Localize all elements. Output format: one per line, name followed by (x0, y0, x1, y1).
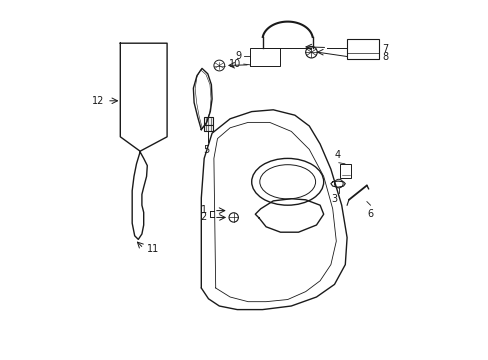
Text: 3: 3 (331, 194, 337, 204)
Text: 10: 10 (229, 59, 241, 69)
Text: 12: 12 (92, 96, 104, 106)
Text: 5: 5 (203, 145, 209, 155)
Text: 9: 9 (235, 51, 241, 61)
Text: 7: 7 (381, 44, 387, 54)
Text: 8: 8 (381, 52, 387, 62)
Text: 1: 1 (200, 205, 206, 215)
Text: 4: 4 (334, 150, 341, 160)
Text: 6: 6 (366, 209, 373, 219)
Text: 2: 2 (200, 212, 206, 222)
Bar (339, 164, 350, 178)
Text: 11: 11 (146, 244, 159, 254)
Bar (346, 39, 378, 59)
Bar (249, 48, 280, 66)
Bar (204, 125, 213, 131)
Bar (204, 117, 213, 125)
